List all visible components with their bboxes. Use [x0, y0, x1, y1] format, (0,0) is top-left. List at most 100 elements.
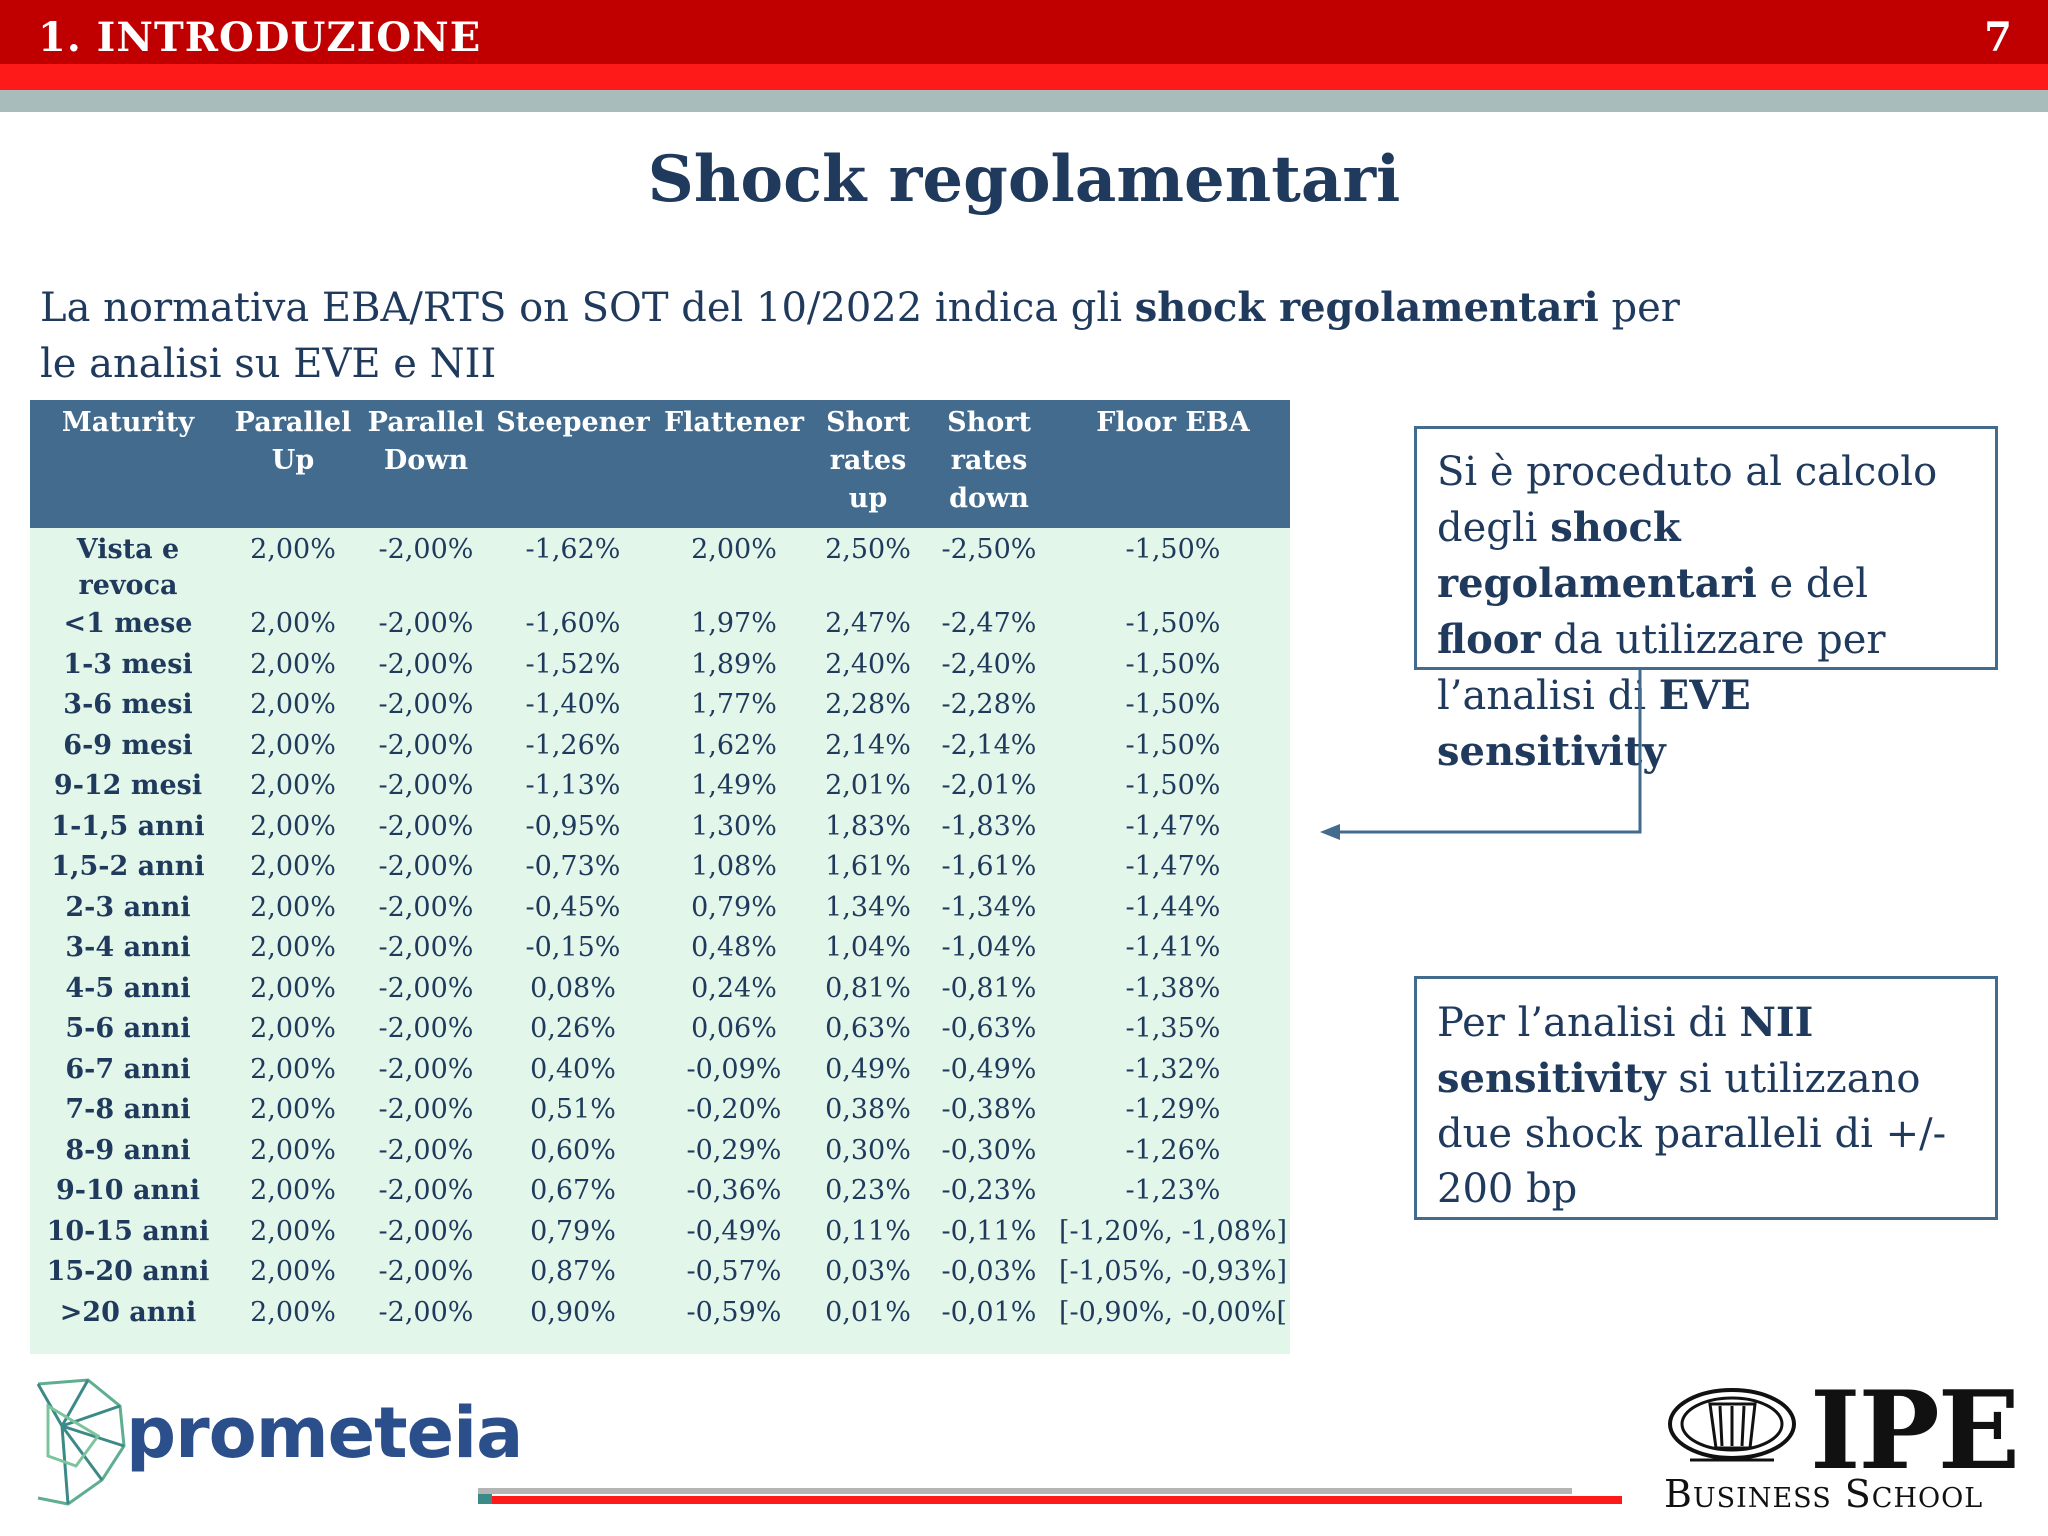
slide-title: Shock regolamentari — [647, 142, 1401, 217]
maturity-cell: <1 mese — [63, 608, 193, 640]
table-row: 4-5 anni 2,00% -2,00% 0,08% 0,24% 0,81% -0,81%… — [30, 969, 1290, 1010]
logo-mesh-line — [46, 1403, 101, 1468]
value-cell: -0,11% — [941, 1215, 1037, 1247]
value-cell: [-1,05%, -0,93%] — [1058, 1256, 1288, 1288]
table-row: 5-6 anni 2,00% -2,00% 0,26% 0,06% 0,63% -0,63%… — [30, 1009, 1290, 1050]
value-cell: 2,14% — [825, 729, 911, 761]
value-cell: 2,00% — [250, 534, 336, 565]
table-header-row: Maturity Parallel Up Parallel Down Steep… — [30, 400, 1290, 528]
value-cell: 2,00% — [250, 1134, 336, 1166]
value-cell: -2,14% — [941, 729, 1037, 761]
logo-mesh-line — [36, 1379, 125, 1505]
value-cell: 2,00% — [250, 1013, 336, 1045]
maturity-cell: 1,5-2 anni — [51, 851, 205, 883]
value-cell: -0,81% — [941, 972, 1037, 1004]
value-cell: -1,50% — [1125, 648, 1221, 680]
value-cell: 1,89% — [691, 648, 777, 680]
intro-paragraph: La normativa EBA/RTS on SOT del 10/2022 … — [40, 280, 1700, 392]
nii-sensitivity-note: Per l’analisi di NII sensitivity si util… — [1414, 976, 1998, 1220]
value-cell: -2,01% — [941, 770, 1037, 802]
table-row: >20 anni 2,00% -2,00% 0,90% -0,59% 0,01% -0,01… — [30, 1293, 1290, 1334]
value-cell: 2,00% — [250, 1175, 336, 1207]
value-cell: -0,49% — [941, 1053, 1037, 1085]
table-row: Vista e revoca 2,00% -2,00% -1,62% 2,00% 2,50… — [30, 528, 1290, 604]
value-cell: 0,01% — [825, 1296, 911, 1328]
maturity-cell: 6-7 anni — [65, 1053, 191, 1085]
footer-line — [490, 1496, 1622, 1504]
value-cell: 0,48% — [691, 932, 777, 964]
prometeia-logo-icon — [36, 1378, 126, 1506]
table-row: 2-3 anni 2,00% -2,00% -0,45% 0,79% 1,34% -1,34… — [30, 888, 1290, 929]
value-cell: -1,50% — [1125, 729, 1221, 761]
value-cell: -2,00% — [378, 608, 474, 640]
value-cell: 2,01% — [825, 770, 911, 802]
value-cell: -0,20% — [686, 1094, 782, 1126]
value-cell: -1,04% — [941, 932, 1037, 964]
value-cell: -0,29% — [686, 1134, 782, 1166]
value-cell: -1,26% — [525, 729, 621, 761]
value-cell: 1,30% — [691, 810, 777, 842]
note-bold: shock regolamentari — [1437, 504, 1757, 607]
table-row: 3-4 anni 2,00% -2,00% -0,15% 0,48% 1,04% -1,04… — [30, 928, 1290, 969]
maturity-cell: 9-12 mesi — [53, 770, 203, 802]
header-cell: Steepener — [496, 407, 650, 438]
value-cell: -0,30% — [941, 1134, 1037, 1166]
value-cell: 1,49% — [691, 770, 777, 802]
value-cell: -1,52% — [525, 648, 621, 680]
footer-line — [478, 1494, 492, 1504]
value-cell: -2,00% — [378, 534, 474, 565]
value-cell: -2,00% — [378, 1296, 474, 1328]
value-cell: -2,40% — [941, 648, 1037, 680]
value-cell: -2,50% — [941, 534, 1037, 565]
intro-bold: shock regolamentari — [1134, 284, 1599, 331]
value-cell: 0,79% — [691, 891, 777, 923]
value-cell: -1,50% — [1125, 770, 1221, 802]
value-cell: 0,49% — [825, 1053, 911, 1085]
value-cell: -1,13% — [525, 770, 621, 802]
maturity-cell: 9-10 anni — [56, 1175, 200, 1207]
table-row: 1-3 mesi 2,00% -2,00% -1,52% 1,89% 2,40% -2,40… — [30, 645, 1290, 686]
note-bold: NII sensitivity — [1437, 999, 1814, 1102]
value-cell: 2,00% — [250, 729, 336, 761]
table-row: 3-6 mesi 2,00% -2,00% -1,40% 1,77% 2,28% -2,28… — [30, 685, 1290, 726]
maturity-cell: 2-3 anni — [65, 891, 191, 923]
section-title: 1. INTRODUZIONE — [38, 14, 482, 61]
table-row: <1 mese 2,00% -2,00% -1,60% 1,97% 2,47% -2,47%… — [30, 604, 1290, 645]
value-cell: -0,49% — [686, 1215, 782, 1247]
value-cell: -2,00% — [378, 1053, 474, 1085]
value-cell: 1,62% — [691, 729, 777, 761]
note-bold: floor — [1437, 616, 1541, 663]
value-cell: -2,00% — [378, 648, 474, 680]
value-cell: 2,00% — [250, 608, 336, 640]
connector-line — [1334, 670, 1642, 834]
value-cell: 0,79% — [530, 1215, 616, 1247]
value-cell: -2,00% — [378, 1256, 474, 1288]
note-text: Si è proceduto al calcolo degli — [1437, 449, 1938, 551]
value-cell: -1,50% — [1125, 534, 1221, 565]
value-cell: -2,28% — [941, 689, 1037, 721]
value-cell: -2,00% — [378, 1215, 474, 1247]
maturity-cell: 1-1,5 anni — [51, 810, 205, 842]
page-number: 7 — [1984, 14, 2012, 61]
value-cell: 2,00% — [250, 1296, 336, 1328]
value-cell: 0,11% — [825, 1215, 911, 1247]
value-cell: -0,95% — [525, 810, 621, 842]
value-cell: 1,77% — [691, 689, 777, 721]
maturity-cell: 1-3 mesi — [63, 648, 193, 680]
value-cell: -0,73% — [525, 851, 621, 883]
maturity-cell: 3-4 anni — [65, 932, 191, 964]
value-cell: -2,00% — [378, 1134, 474, 1166]
value-cell: 2,00% — [250, 1256, 336, 1288]
value-cell: 0,90% — [530, 1296, 616, 1328]
value-cell: -2,00% — [378, 689, 474, 721]
value-cell: 2,00% — [250, 1053, 336, 1085]
value-cell: -0,03% — [941, 1256, 1037, 1288]
value-cell: -2,00% — [378, 770, 474, 802]
value-cell: -0,38% — [941, 1094, 1037, 1126]
connector-arrow — [1320, 670, 1642, 840]
value-cell: -1,35% — [1125, 1013, 1221, 1045]
value-cell: 0,24% — [691, 972, 777, 1004]
value-cell: 0,23% — [825, 1175, 911, 1207]
note-bold: EVE sensitivity — [1437, 672, 1751, 775]
value-cell: 2,00% — [250, 932, 336, 964]
